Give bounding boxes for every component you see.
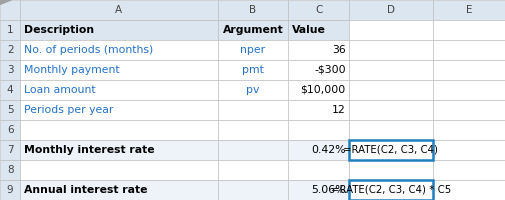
Bar bbox=[348, 100, 432, 120]
Text: D: D bbox=[386, 5, 394, 15]
Text: 2: 2 bbox=[7, 45, 14, 55]
Bar bbox=[348, 120, 432, 140]
Bar bbox=[348, 140, 432, 160]
Bar bbox=[20, 120, 217, 140]
Text: Annual interest rate: Annual interest rate bbox=[24, 185, 147, 195]
Text: 1: 1 bbox=[7, 25, 14, 35]
Text: 9: 9 bbox=[7, 185, 14, 195]
Text: 8: 8 bbox=[7, 165, 14, 175]
Text: 5.06%: 5.06% bbox=[311, 185, 345, 195]
Text: 36: 36 bbox=[331, 45, 345, 55]
Text: Value: Value bbox=[291, 25, 325, 35]
Bar bbox=[432, 120, 505, 140]
Bar bbox=[288, 80, 348, 100]
Bar bbox=[432, 180, 505, 200]
Text: =RATE(C2, C3, C4): =RATE(C2, C3, C4) bbox=[343, 145, 437, 155]
Text: nper: nper bbox=[240, 45, 265, 55]
Bar bbox=[217, 140, 288, 160]
Bar bbox=[432, 20, 505, 40]
Text: 7: 7 bbox=[7, 145, 14, 155]
Bar bbox=[20, 140, 217, 160]
Bar bbox=[20, 180, 217, 200]
Text: 0.42%: 0.42% bbox=[311, 145, 345, 155]
Text: =RATE(C2, C3, C4) * C5: =RATE(C2, C3, C4) * C5 bbox=[330, 185, 450, 195]
Bar bbox=[432, 40, 505, 60]
Bar bbox=[348, 40, 432, 60]
Bar bbox=[348, 160, 432, 180]
Bar bbox=[217, 20, 288, 40]
Text: Argument: Argument bbox=[222, 25, 283, 35]
Bar bbox=[348, 0, 432, 20]
Text: 5: 5 bbox=[7, 105, 14, 115]
Bar bbox=[288, 100, 348, 120]
Text: B: B bbox=[249, 5, 256, 15]
Bar bbox=[0, 40, 20, 60]
Bar bbox=[20, 40, 217, 60]
Bar bbox=[288, 160, 348, 180]
Text: E: E bbox=[465, 5, 472, 15]
Bar bbox=[432, 60, 505, 80]
Text: Monthly interest rate: Monthly interest rate bbox=[24, 145, 154, 155]
Bar bbox=[217, 40, 288, 60]
Bar bbox=[288, 40, 348, 60]
Bar bbox=[217, 0, 288, 20]
Bar bbox=[20, 60, 217, 80]
Bar bbox=[348, 20, 432, 40]
Text: 4: 4 bbox=[7, 85, 14, 95]
Text: Monthly payment: Monthly payment bbox=[24, 65, 119, 75]
Bar bbox=[288, 20, 348, 40]
Bar bbox=[20, 100, 217, 120]
Bar bbox=[217, 100, 288, 120]
Bar bbox=[288, 120, 348, 140]
Bar bbox=[0, 80, 20, 100]
Bar bbox=[288, 180, 348, 200]
Bar bbox=[0, 100, 20, 120]
Bar bbox=[288, 0, 348, 20]
Bar bbox=[0, 120, 20, 140]
Bar bbox=[217, 120, 288, 140]
Bar bbox=[432, 100, 505, 120]
Bar bbox=[348, 180, 432, 200]
Bar bbox=[0, 0, 20, 20]
Bar bbox=[348, 80, 432, 100]
Text: -$300: -$300 bbox=[313, 65, 345, 75]
Text: C: C bbox=[315, 5, 322, 15]
Bar bbox=[288, 140, 348, 160]
Text: $10,000: $10,000 bbox=[300, 85, 345, 95]
Text: Periods per year: Periods per year bbox=[24, 105, 113, 115]
Text: 6: 6 bbox=[7, 125, 14, 135]
Text: A: A bbox=[115, 5, 122, 15]
Bar bbox=[20, 80, 217, 100]
Text: pv: pv bbox=[246, 85, 259, 95]
Bar bbox=[217, 80, 288, 100]
Text: Description: Description bbox=[24, 25, 94, 35]
Bar bbox=[0, 20, 20, 40]
Bar bbox=[432, 140, 505, 160]
Bar bbox=[0, 60, 20, 80]
Text: pmt: pmt bbox=[241, 65, 264, 75]
Text: No. of periods (months): No. of periods (months) bbox=[24, 45, 153, 55]
Bar bbox=[432, 80, 505, 100]
Bar bbox=[217, 60, 288, 80]
Bar bbox=[348, 60, 432, 80]
Bar bbox=[20, 20, 217, 40]
Polygon shape bbox=[0, 0, 11, 4]
Bar bbox=[288, 60, 348, 80]
Bar bbox=[217, 160, 288, 180]
Bar bbox=[432, 160, 505, 180]
Text: Loan amount: Loan amount bbox=[24, 85, 95, 95]
Bar bbox=[0, 160, 20, 180]
Text: 12: 12 bbox=[331, 105, 345, 115]
Bar bbox=[20, 160, 217, 180]
Bar bbox=[432, 0, 505, 20]
Bar bbox=[217, 180, 288, 200]
Text: 3: 3 bbox=[7, 65, 14, 75]
Bar bbox=[0, 140, 20, 160]
Bar bbox=[0, 180, 20, 200]
Bar bbox=[20, 0, 217, 20]
